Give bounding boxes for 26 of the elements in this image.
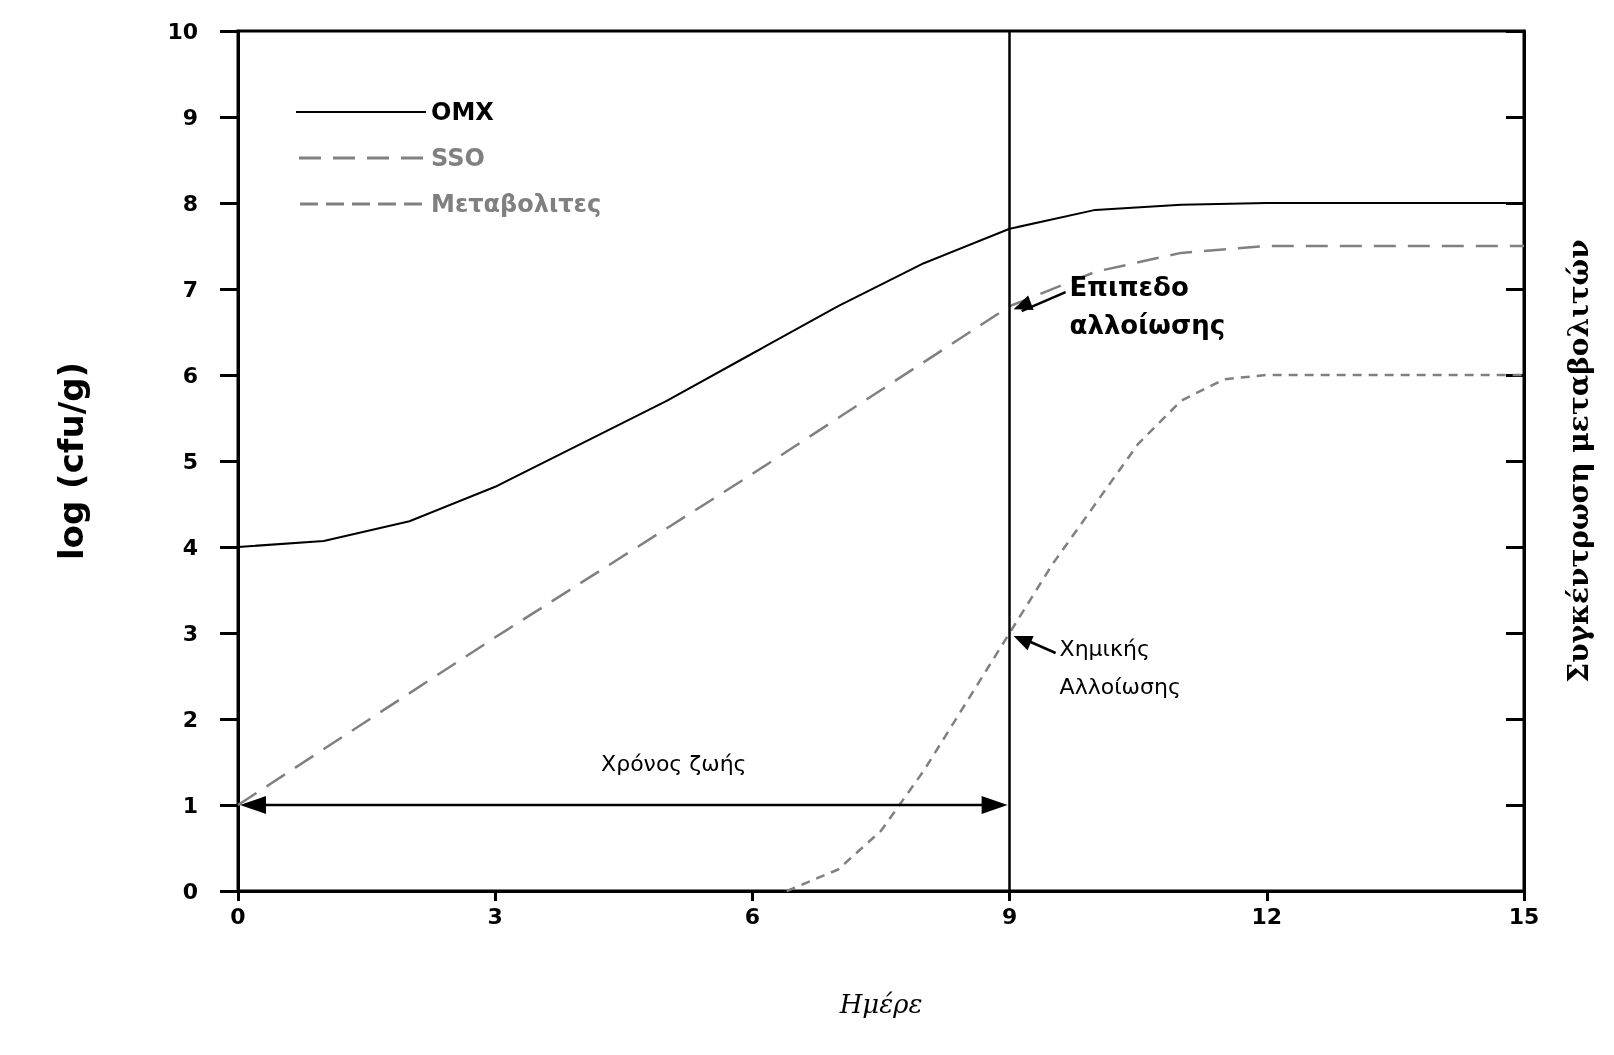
x-tick-label: 0 — [230, 903, 246, 929]
x-tick-label: 9 — [1001, 903, 1018, 929]
y-tick-label: 2 — [182, 706, 198, 732]
x-tick-label: 15 — [1508, 903, 1540, 929]
annotation: Επιπεδο αλλοίωσης — [1069, 272, 1226, 341]
x-tick-label: 6 — [744, 903, 761, 929]
x-tick-label: 12 — [1251, 903, 1283, 929]
y-tick-label: 7 — [182, 276, 198, 302]
legend-label: Μεταβολιτες — [431, 190, 602, 218]
annotation: Χημικής Αλλοίωσης — [1059, 635, 1181, 699]
x-axis-title: Ημέρε — [838, 989, 923, 1019]
y-tick-label: 4 — [182, 534, 198, 560]
y-axis-title: log (cfu/g) — [51, 361, 91, 561]
y2-axis-title: Συγκέντρωση μεταβολιτών — [1561, 239, 1595, 683]
y-tick-label: 6 — [182, 362, 198, 388]
annotation: Χρόνος ζωής — [601, 750, 747, 776]
y-tick-label: 1 — [182, 792, 198, 818]
y-tick-label: 0 — [182, 878, 198, 904]
y-tick-label: 5 — [182, 448, 198, 474]
y-tick-label: 8 — [182, 190, 198, 216]
text: ΟΜΧ — [431, 98, 495, 126]
legend-label: SSO — [431, 144, 485, 172]
y-tick-label: 3 — [182, 620, 198, 646]
y-tick-label: 9 — [182, 104, 198, 130]
y-tick-label: 10 — [167, 18, 198, 44]
x-tick-label: 3 — [487, 903, 503, 929]
